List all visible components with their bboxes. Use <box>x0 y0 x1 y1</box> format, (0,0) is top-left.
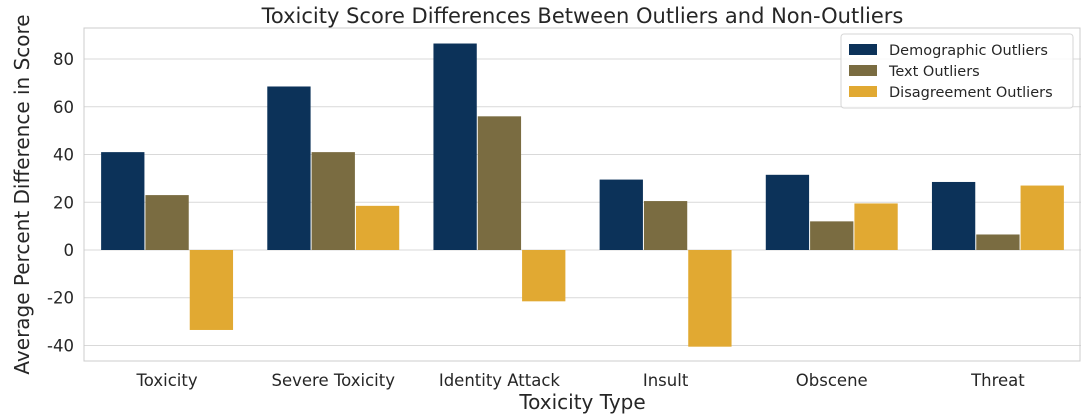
y-tick-label: 60 <box>53 98 74 117</box>
y-tick-label: -20 <box>47 289 74 308</box>
x-tick-label: Toxicity <box>136 371 198 390</box>
legend-swatch <box>849 86 877 97</box>
gridlines <box>84 58 1081 346</box>
legend-box <box>840 33 1074 109</box>
bar <box>931 181 976 250</box>
legend-swatch <box>849 44 877 55</box>
bar <box>599 179 643 250</box>
legend-label: Disagreement Outliers <box>889 85 1053 101</box>
bar <box>433 43 477 250</box>
bar <box>189 250 234 330</box>
y-tick-label: 80 <box>53 50 74 69</box>
legend-swatch <box>849 65 877 76</box>
legend: Demographic Outliers Text Outliers Disagre… <box>840 33 1074 109</box>
x-tick-label: Threat <box>970 371 1025 390</box>
x-tick-label: Obscene <box>796 371 868 390</box>
x-tick-label: Insult <box>643 371 689 390</box>
y-tick-label: 40 <box>53 146 74 165</box>
x-tick-label: Identity Attack <box>439 371 561 390</box>
bar <box>810 221 854 250</box>
bars <box>101 43 1064 347</box>
bar <box>765 174 810 250</box>
bar <box>976 234 1020 250</box>
bar <box>145 195 189 250</box>
y-tick-label: 20 <box>53 193 74 212</box>
legend-label: Text Outliers <box>888 64 980 80</box>
y-tick-label: -40 <box>47 336 74 355</box>
y-axis-label: Average Percent Difference in Score <box>10 14 34 374</box>
x-tick-labels: Toxicity Severe Toxicity Identity Attack In… <box>136 371 1026 390</box>
bar <box>101 152 145 250</box>
bar <box>854 203 898 250</box>
chart-title: Toxicity Score Differences Between Outli… <box>261 4 904 28</box>
y-tick-labels: -40 -20 0 20 40 60 80 <box>47 50 74 355</box>
bar <box>522 250 566 302</box>
bar <box>643 201 688 250</box>
x-axis-label: Toxicity Type <box>518 390 645 414</box>
bar <box>267 86 311 250</box>
plot-frame <box>83 27 1081 362</box>
bar <box>311 152 355 250</box>
y-tick-label: 0 <box>64 241 75 260</box>
legend-label: Demographic Outliers <box>889 43 1048 59</box>
bar <box>1020 185 1064 250</box>
bar <box>355 205 400 250</box>
bar <box>477 116 522 251</box>
bar <box>688 250 732 347</box>
x-tick-label: Severe Toxicity <box>272 371 396 390</box>
